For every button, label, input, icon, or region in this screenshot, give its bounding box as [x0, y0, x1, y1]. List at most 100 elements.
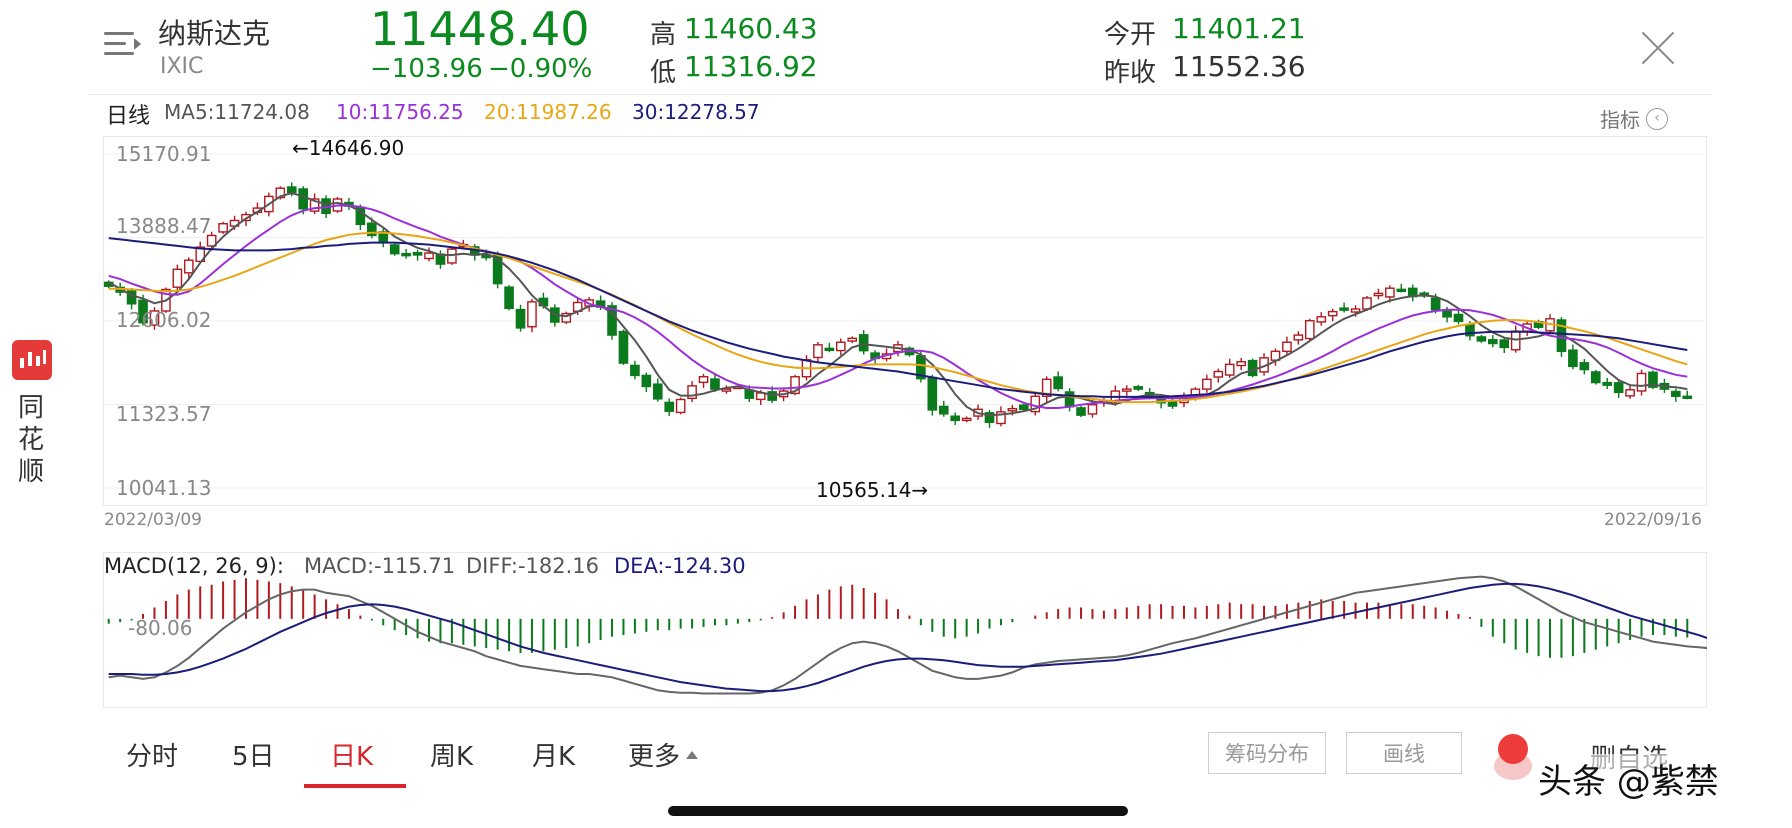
candle-body	[1064, 391, 1075, 408]
candle-body	[1282, 341, 1292, 353]
candle-body	[1396, 288, 1407, 293]
candle-body	[389, 244, 400, 255]
close-icon[interactable]	[1640, 30, 1676, 66]
y-tick-label: 13888.47	[116, 214, 212, 238]
candle-body	[286, 186, 297, 194]
chevron-left-circle-icon: ‹	[1646, 107, 1668, 130]
candle-body	[1087, 404, 1098, 415]
candle-body	[424, 252, 434, 260]
caret-up-icon	[686, 750, 699, 759]
tab-monthly-k[interactable]: 月K	[532, 742, 576, 772]
app-logo-icon[interactable]	[12, 340, 52, 380]
home-indicator	[668, 806, 1128, 816]
candle-body	[1682, 395, 1693, 399]
period-label: 日线	[106, 104, 151, 129]
candle-body	[1293, 334, 1304, 341]
candle-body	[687, 385, 697, 400]
candle-body	[1453, 313, 1464, 323]
indicator-button-label: 指标	[1600, 108, 1640, 132]
candle-body	[1590, 371, 1601, 384]
tab-daily-k[interactable]: 日K	[330, 742, 374, 772]
tab-weekly-k[interactable]: 周K	[430, 742, 474, 772]
tab-5day[interactable]: 5日	[232, 742, 275, 772]
index-name: 纳斯达克	[158, 17, 271, 50]
candle-body	[309, 198, 320, 212]
candle-body	[813, 344, 823, 359]
prev-close-label: 昨收	[1104, 58, 1157, 88]
ma-line-ma10	[108, 204, 1688, 409]
candle-body	[652, 383, 663, 400]
candle-body	[835, 341, 846, 352]
indicator-button[interactable]: 指标 ‹	[1600, 104, 1668, 133]
candle-body	[641, 374, 652, 388]
app-name-vertical[interactable]: 同 花 顺	[18, 392, 44, 488]
candle-body	[298, 188, 308, 210]
candle-body	[1350, 308, 1361, 313]
chip-distribution-button[interactable]: 筹码分布	[1208, 732, 1326, 774]
price-change: −103.96	[370, 54, 483, 84]
dea-value: DEA:-124.30	[614, 554, 746, 578]
candle-body	[515, 308, 526, 329]
tab-more[interactable]: 更多	[628, 736, 699, 773]
dea-line	[108, 582, 1707, 693]
price-change-pct: −0.90%	[488, 54, 593, 84]
max-price-label: ←14646.90	[292, 136, 405, 160]
header-divider	[88, 94, 1712, 95]
candle-body	[504, 286, 514, 310]
y-tick-label: 15170.91	[116, 142, 212, 166]
candle-body	[1019, 404, 1029, 410]
candle-body	[1579, 362, 1590, 371]
kline-chart[interactable]	[103, 136, 1707, 506]
high-value: 11460.43	[684, 12, 818, 45]
macd-chart[interactable]	[103, 552, 1707, 708]
macd-value: MACD:-115.71	[304, 554, 456, 578]
candle-body	[1488, 339, 1498, 345]
candle-body	[561, 312, 572, 323]
candle-body	[366, 222, 377, 237]
draw-line-button[interactable]: 画线	[1346, 732, 1462, 774]
candle-body	[927, 376, 938, 411]
candle-body	[984, 412, 995, 424]
candle-body	[1648, 371, 1658, 388]
candle-body	[1625, 389, 1635, 397]
candle-body	[847, 337, 858, 342]
candle-body	[412, 251, 423, 256]
candle-body	[950, 415, 961, 422]
macd-axis-label: -80.06	[128, 616, 193, 640]
candle-body	[1671, 390, 1681, 397]
app-name-char: 同	[18, 393, 45, 423]
index-code: IXIC	[160, 54, 204, 79]
ma-line-ma5	[108, 192, 1688, 417]
candle-body	[1602, 381, 1613, 386]
y-tick-label: 10041.13	[116, 476, 212, 500]
candle-body	[664, 401, 675, 412]
candle-body	[138, 299, 148, 324]
candle-body	[1327, 310, 1338, 317]
prev-close-value: 11552.36	[1172, 50, 1306, 83]
record-icon[interactable]	[1498, 734, 1528, 764]
candle-body	[172, 268, 183, 288]
candle-body	[675, 398, 686, 414]
candle-body	[206, 234, 217, 247]
candle-body	[1213, 370, 1224, 378]
y-tick-label: 11323.57	[116, 402, 212, 426]
candle-body	[790, 376, 800, 395]
min-price-label: 10565.14→	[816, 478, 929, 502]
candle-body	[1385, 287, 1395, 298]
candle-body	[1636, 372, 1647, 392]
candle-body	[721, 388, 732, 392]
candle-body	[183, 259, 194, 274]
candle-body	[1053, 376, 1063, 390]
low-value: 11316.92	[684, 50, 818, 83]
candle-body	[698, 376, 709, 384]
candle-body	[1304, 320, 1315, 340]
candle-body	[1316, 316, 1327, 323]
candle-body	[1476, 336, 1487, 342]
candle-body	[1133, 386, 1144, 390]
ma-line-ma20	[108, 231, 1688, 404]
candle-body	[149, 310, 160, 326]
candle-body	[1613, 382, 1624, 394]
candle-body	[858, 334, 869, 352]
tab-intraday[interactable]: 分时	[126, 742, 179, 772]
menu-icon[interactable]	[104, 28, 141, 58]
